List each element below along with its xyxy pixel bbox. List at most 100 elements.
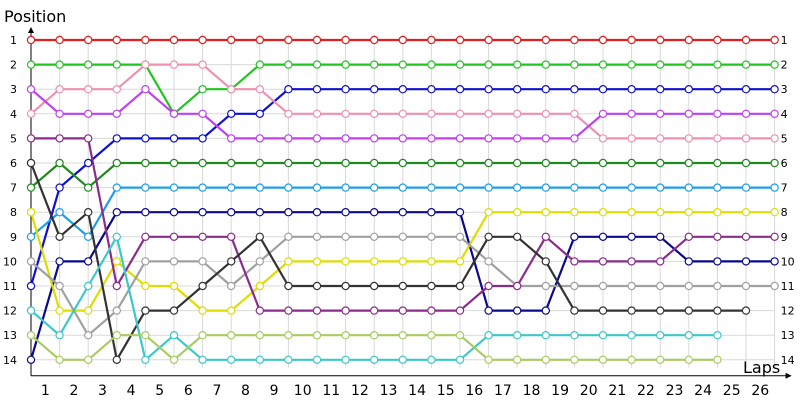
data-point-series-5 xyxy=(484,134,493,143)
data-point-series-14 xyxy=(570,355,579,364)
x-tick-label: 4 xyxy=(127,383,136,399)
data-point-series-11 xyxy=(513,281,522,291)
data-point-series-5 xyxy=(198,109,207,119)
data-point-series-5 xyxy=(656,109,665,119)
data-point-series-1 xyxy=(455,35,465,45)
data-point-series-6 xyxy=(398,158,407,168)
data-point-series-10 xyxy=(26,257,36,266)
data-point-series-8 xyxy=(570,232,579,241)
data-point-series-10 xyxy=(770,281,779,291)
data-point-series-13 xyxy=(341,355,350,364)
data-point-series-10 xyxy=(341,232,350,241)
data-point-series-6 xyxy=(112,158,122,168)
data-point-series-11 xyxy=(284,306,293,315)
data-point-series-9 xyxy=(312,257,322,266)
y-tick-label-left: 11 xyxy=(3,280,17,293)
x-tick-label: 19 xyxy=(551,383,569,399)
series-points xyxy=(26,35,779,364)
axes xyxy=(28,27,792,379)
data-point-series-10 xyxy=(684,281,694,291)
data-point-series-9 xyxy=(398,257,407,266)
data-point-series-2 xyxy=(83,60,93,69)
data-point-series-13 xyxy=(26,306,36,315)
data-point-series-12 xyxy=(370,281,379,291)
data-point-series-3 xyxy=(55,183,64,192)
data-point-series-3 xyxy=(312,84,322,94)
y-axis-arrow xyxy=(28,27,34,33)
data-point-series-1 xyxy=(226,35,236,45)
data-point-series-11 xyxy=(627,257,636,266)
data-point-series-14 xyxy=(141,331,150,340)
data-point-series-13 xyxy=(55,331,64,340)
y-tick-label-left: 4 xyxy=(10,108,17,121)
data-point-series-12 xyxy=(627,306,636,315)
data-point-series-8 xyxy=(427,207,436,217)
data-point-series-13 xyxy=(656,331,665,340)
data-point-series-11 xyxy=(169,232,179,241)
data-point-series-1 xyxy=(198,35,207,45)
data-point-series-6 xyxy=(627,158,636,168)
data-point-series-7 xyxy=(684,183,694,192)
data-point-series-10 xyxy=(83,331,93,340)
data-point-series-14 xyxy=(83,355,93,364)
data-point-series-2 xyxy=(570,60,579,69)
data-point-series-12 xyxy=(656,306,665,315)
y-tick-label-right: 8 xyxy=(781,206,788,219)
data-point-series-12 xyxy=(55,232,64,241)
data-point-series-6 xyxy=(312,158,322,168)
data-point-series-4 xyxy=(455,109,465,119)
data-point-series-13 xyxy=(398,355,407,364)
x-tick-label: 24 xyxy=(694,383,712,399)
data-point-series-14 xyxy=(484,355,493,364)
data-point-series-7 xyxy=(370,183,379,192)
data-point-series-13 xyxy=(484,331,493,340)
data-point-series-12 xyxy=(398,281,407,291)
data-point-series-3 xyxy=(570,84,579,94)
data-point-series-13 xyxy=(255,355,264,364)
data-point-series-9 xyxy=(484,207,493,217)
data-point-series-9 xyxy=(598,207,608,217)
data-point-series-2 xyxy=(341,60,350,69)
data-point-series-13 xyxy=(198,355,207,364)
data-point-series-6 xyxy=(656,158,665,168)
data-point-series-3 xyxy=(455,84,465,94)
y-tick-label-right: 3 xyxy=(781,83,788,96)
data-point-series-1 xyxy=(370,35,379,45)
data-point-series-6 xyxy=(255,158,264,168)
x-tick-label: 7 xyxy=(212,383,221,399)
data-point-series-8 xyxy=(112,207,122,217)
y-tick-label-left: 5 xyxy=(10,132,17,145)
data-point-series-11 xyxy=(684,232,694,241)
x-axis-title: Laps xyxy=(743,358,780,377)
data-point-series-5 xyxy=(370,134,379,143)
data-point-series-8 xyxy=(627,232,636,241)
data-point-series-7 xyxy=(541,183,551,192)
data-point-series-13 xyxy=(312,355,322,364)
data-point-series-13 xyxy=(513,331,522,340)
y-tick-label-right: 6 xyxy=(781,157,788,170)
data-point-series-8 xyxy=(370,207,379,217)
data-point-series-12 xyxy=(684,306,694,315)
x-tick-label: 1 xyxy=(41,383,50,399)
data-point-series-4 xyxy=(741,134,751,143)
data-point-series-10 xyxy=(226,281,236,291)
grid-lines xyxy=(30,34,776,368)
data-point-series-2 xyxy=(541,60,551,69)
data-point-series-11 xyxy=(598,257,608,266)
x-tick-label: 11 xyxy=(322,383,340,399)
data-point-series-3 xyxy=(284,84,293,94)
data-point-series-10 xyxy=(713,281,722,291)
data-point-series-5 xyxy=(284,134,293,143)
y-tick-label-right: 11 xyxy=(781,280,795,293)
data-point-series-8 xyxy=(284,207,293,217)
data-point-series-2 xyxy=(684,60,694,69)
data-point-series-4 xyxy=(341,109,350,119)
data-point-series-14 xyxy=(370,331,379,340)
data-point-series-3 xyxy=(713,84,722,94)
data-point-series-8 xyxy=(770,257,779,266)
data-point-series-4 xyxy=(684,134,694,143)
data-point-series-10 xyxy=(455,232,465,241)
data-point-series-2 xyxy=(656,60,665,69)
data-point-series-11 xyxy=(570,257,579,266)
